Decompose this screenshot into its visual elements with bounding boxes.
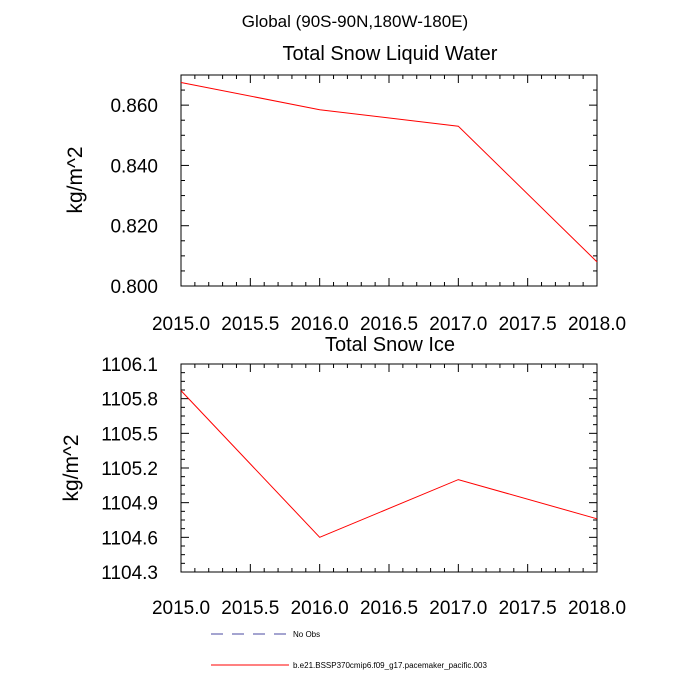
liquid-water-xtick-label: 2018.0 [568,314,626,335]
liquid-water-panel: Total Snow Liquid Water kg/m^2 2015.0 201… [64,43,626,335]
liquid-water-xtick-label: 2017.0 [429,314,487,335]
snow-ice-ylabel: kg/m^2 [60,434,83,501]
snow-ice-xtick-label: 2017.0 [429,598,487,619]
liquid-water-xtick-label: 2016.5 [360,314,418,335]
snow-ice-chart-title: Total Snow Ice [325,334,455,356]
liquid-water-xtick-label: 2017.5 [499,314,557,335]
snow-ice-xtick-label: 2016.5 [360,598,418,619]
snow-ice-ytick-label: 1105.8 [101,390,158,411]
liquid-water-chart-title: Total Snow Liquid Water [283,43,498,65]
snow-ice-ytick-label: 1104.3 [101,563,158,584]
legend-model-label: b.e21.BSSP370cmip6.f09_g17.pacemaker_pac… [293,661,487,670]
snow-ice-series [180,390,598,538]
snow-ice-ytick-label: 1105.2 [101,459,158,480]
liquid-water-xtick-label: 2015.0 [152,314,210,335]
figure-region-title: Global (90S-90N,180W-180E) [242,12,468,31]
snow-ice-xtick-label: 2016.0 [291,598,349,619]
liquid-water-ytick-label: 0.860 [110,96,158,117]
snow-ice-panel: Total Snow Ice kg/m^2 2015.0 2015.5 2016.0… [60,334,626,619]
liquid-water-ylabel: kg/m^2 [64,146,87,213]
snow-ice-ytick-label: 1104.9 [101,494,158,515]
snow-ice-ytick-label: 1104.6 [101,528,158,549]
snow-ice-xtick-label: 2017.5 [499,598,557,619]
snow-ice-xtick-label: 2015.0 [152,598,210,619]
legend-no-obs-label: No Obs [293,630,320,639]
liquid-water-ticks: 2015.0 2015.5 2016.0 2016.5 2017.0 2017.5 2018… [110,74,626,335]
legend: No Obs b.e21.BSSP370cmip6.f09_g17.pacema… [211,630,487,670]
snow-ice-ytick-label: 1106.1 [101,355,158,376]
liquid-water-plot-frame [180,74,598,287]
liquid-water-series [180,82,598,263]
liquid-water-ytick-label: 0.840 [110,156,158,177]
snow-ice-ticks: 2015.0 2015.5 2016.0 2016.5 2017.0 2017.5 2018… [101,355,626,619]
liquid-water-ytick-label: 0.800 [110,277,158,298]
snow-ice-series-line [180,390,598,538]
snow-ice-ytick-label: 1105.5 [101,424,158,445]
liquid-water-ytick-label: 0.820 [110,217,158,238]
snow-ice-plot-frame [180,363,598,573]
liquid-water-series-line [180,82,598,263]
liquid-water-xtick-label: 2015.5 [221,314,279,335]
liquid-water-xtick-label: 2016.0 [291,314,349,335]
snow-ice-xtick-label: 2015.5 [221,598,279,619]
snow-ice-xtick-label: 2018.0 [568,598,626,619]
